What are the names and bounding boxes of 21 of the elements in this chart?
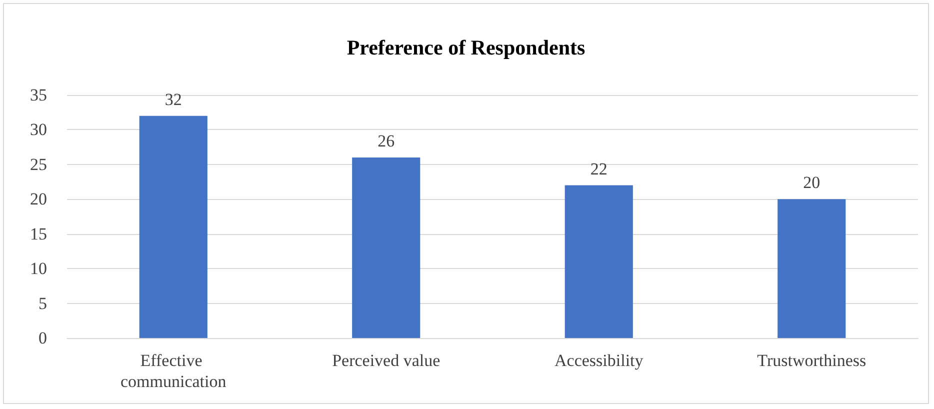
- bar: [352, 157, 420, 338]
- data-label: 32: [164, 90, 182, 109]
- y-tick-label: 25: [30, 154, 47, 174]
- data-label: 20: [803, 173, 820, 192]
- y-tick-label: 30: [30, 120, 47, 140]
- bar: [564, 185, 633, 338]
- y-tick-label: 20: [30, 190, 47, 209]
- x-tick-label: Accessibility: [554, 351, 644, 370]
- y-tick-label: 35: [30, 86, 47, 104]
- chart-title: Preference of Respondents: [346, 36, 586, 60]
- x-tick-label: Perceived value: [332, 351, 440, 370]
- y-tick-label: 0: [38, 328, 47, 348]
- bar: [139, 116, 208, 338]
- y-tick-label: 5: [38, 294, 47, 313]
- y-tick-label: 15: [30, 224, 47, 244]
- data-label: 22: [590, 159, 608, 178]
- bar: [778, 199, 846, 338]
- data-label: 26: [378, 131, 395, 150]
- y-tick-label: 10: [30, 259, 47, 278]
- x-tick-label: Trustworthiness: [757, 351, 866, 370]
- x-tick-label: Effective communication: [120, 351, 227, 391]
